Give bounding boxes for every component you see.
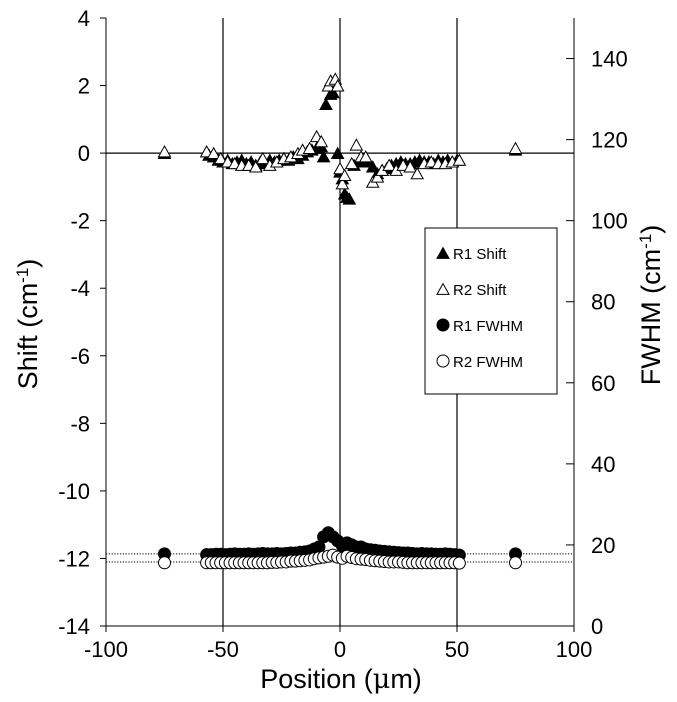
y-axis-right-label: FWHM (cm-1) xyxy=(636,225,667,386)
y-right-tick-label: 20 xyxy=(591,533,615,558)
r2-shift-point xyxy=(335,177,350,190)
y-left-tick-label: -4 xyxy=(70,276,90,301)
x-tick-label: 50 xyxy=(445,637,469,662)
legend-label: R2 Shift xyxy=(453,282,507,299)
legend-marker xyxy=(436,318,450,332)
r2-shift-point xyxy=(382,158,396,171)
r2-fwhm-point xyxy=(158,556,171,570)
r2-shift-point xyxy=(344,156,359,170)
legend-marker xyxy=(436,282,450,295)
r2-shift-point xyxy=(349,138,364,151)
legend-label: R2 FWHM xyxy=(453,354,523,371)
x-axis-label: Position (μm) xyxy=(260,664,422,695)
axes-layer: -100 -50 0 50 100-14-12-10-8-6-4-20240204060… xyxy=(58,6,628,662)
r2-shift-point xyxy=(452,153,467,166)
y-left-tick-label: -10 xyxy=(58,479,90,504)
legend-label: R1 FWHM xyxy=(453,318,523,335)
y-right-tick-label: 140 xyxy=(591,47,628,72)
r2-shift-point xyxy=(403,160,418,173)
y-left-tick-label: -8 xyxy=(70,411,90,436)
r2-shift-point xyxy=(370,170,385,183)
y-left-tick-label: -6 xyxy=(70,344,90,369)
r1-shift-point xyxy=(342,192,357,205)
r1-shift-point xyxy=(316,150,331,163)
r2-shift-point xyxy=(302,141,317,154)
y-right-tick-label: 100 xyxy=(591,209,628,234)
x-tick-label: -100 xyxy=(84,637,128,662)
r2-shift-point xyxy=(333,161,347,175)
r2-shift-point xyxy=(358,150,373,163)
y-left-tick-label: -12 xyxy=(58,546,90,571)
x-tick-label: -50 xyxy=(207,637,239,662)
r2-shift-point xyxy=(248,160,263,173)
y-left-tick-label: 2 xyxy=(78,74,90,99)
r1-shift-point xyxy=(365,160,380,173)
r2-shift-point xyxy=(314,134,329,148)
y-left-tick-label: -14 xyxy=(58,614,90,639)
r2-shift-point xyxy=(255,151,270,165)
r2-fwhm-point xyxy=(452,556,466,570)
y-right-tick-label: 40 xyxy=(591,452,615,477)
y-right-tick-label: 60 xyxy=(591,371,615,396)
legend-label: R1 Shift xyxy=(453,246,507,263)
legend-marker xyxy=(436,246,450,259)
x-tick-label: 100 xyxy=(556,637,593,662)
y-left-tick-label: 4 xyxy=(78,6,90,31)
r1-shift-point xyxy=(330,146,345,160)
r2-shift-point xyxy=(206,146,221,160)
y-left-tick-label: 0 xyxy=(78,141,90,166)
r2-shift-point xyxy=(410,166,425,180)
r2-shift-point xyxy=(330,79,345,92)
r2-shift-point xyxy=(337,168,352,181)
legend-marker xyxy=(436,354,450,368)
r1-shift-point xyxy=(326,85,340,99)
y-left-tick-label: -2 xyxy=(70,209,90,234)
y-right-tick-label: 120 xyxy=(591,128,628,153)
r2-fwhm-point xyxy=(509,556,522,570)
r2-shift-point xyxy=(213,151,228,165)
r1-shift-point xyxy=(319,97,333,111)
y-axis-left-label: Shift (cm-1) xyxy=(13,259,44,390)
points-layer xyxy=(157,72,523,570)
y-right-tick-label: 0 xyxy=(591,614,603,639)
r2-shift-point xyxy=(157,144,172,158)
x-tick-label: 0 xyxy=(334,637,346,662)
y-right-tick-label: 80 xyxy=(591,290,615,315)
legend: R1 Shift R2 Shift R1 FWHM R2 FWHM xyxy=(424,227,558,395)
r2-shift-point xyxy=(508,141,523,154)
